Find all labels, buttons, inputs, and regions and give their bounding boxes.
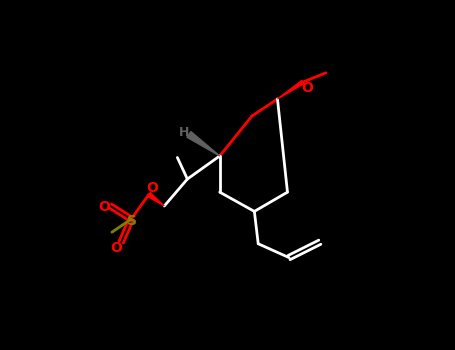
Polygon shape <box>187 132 220 156</box>
Polygon shape <box>278 80 304 99</box>
Polygon shape <box>147 193 164 206</box>
Text: H: H <box>179 126 189 139</box>
Text: O: O <box>301 81 313 95</box>
Text: O: O <box>146 181 158 195</box>
Text: S: S <box>127 214 137 228</box>
Text: O: O <box>98 200 110 214</box>
Text: O: O <box>111 241 122 255</box>
